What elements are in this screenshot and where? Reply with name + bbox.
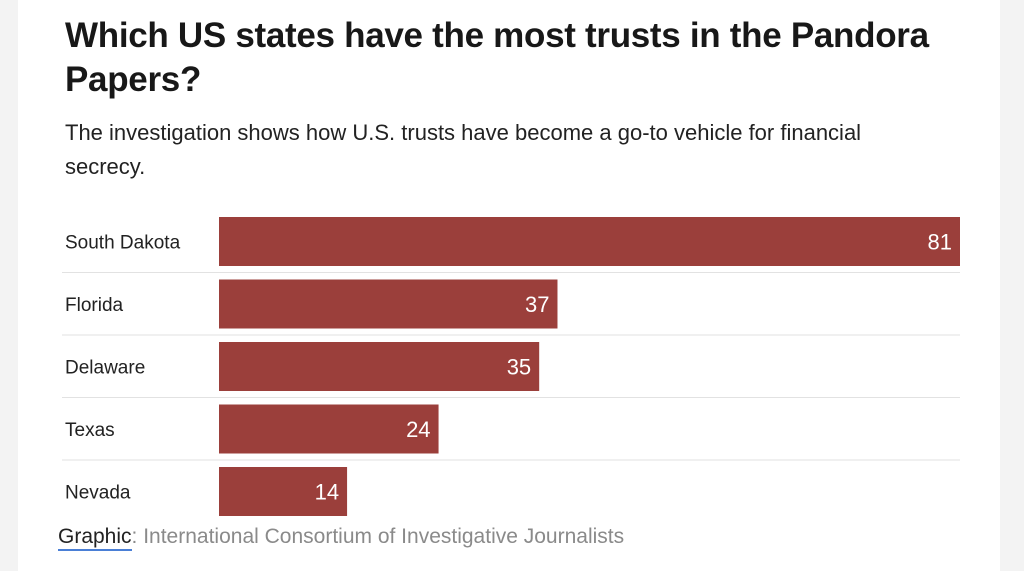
bar[interactable]	[219, 217, 960, 266]
bar-value-label: 37	[525, 292, 549, 317]
category-label: South Dakota	[65, 233, 181, 254]
chart-subtitle: The investigation shows how U.S. trusts …	[65, 120, 862, 179]
bar[interactable]	[219, 404, 439, 454]
category-label: Nevada	[65, 483, 131, 504]
bar-value-label: 81	[928, 230, 952, 255]
source-text: International Consortium of Investigativ…	[137, 525, 625, 548]
bar[interactable]	[219, 467, 348, 516]
bar[interactable]	[219, 279, 558, 329]
source-credit: Graphic: International Consortium of Inv…	[58, 522, 624, 552]
source-separator: :	[131, 525, 138, 548]
bar-value-label: 24	[406, 417, 430, 442]
source-label[interactable]: Graphic	[58, 525, 132, 551]
category-label: Delaware	[65, 358, 145, 379]
bar[interactable]	[219, 342, 540, 391]
bar-value-label: 14	[315, 480, 339, 505]
bar-value-label: 35	[507, 355, 531, 380]
chart-title: Which US states have the most trusts in …	[65, 16, 929, 99]
category-label: Texas	[65, 420, 115, 441]
category-label: Florida	[65, 295, 124, 316]
